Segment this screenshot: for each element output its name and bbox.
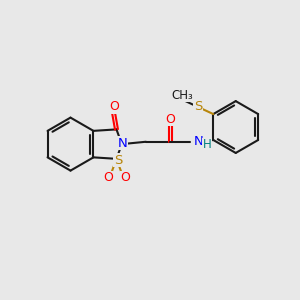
Text: H: H bbox=[202, 138, 211, 151]
Text: N: N bbox=[118, 137, 127, 150]
Text: N: N bbox=[194, 135, 203, 148]
Text: S: S bbox=[114, 154, 122, 166]
Text: O: O bbox=[103, 171, 112, 184]
Text: CH₃: CH₃ bbox=[172, 89, 193, 102]
Text: O: O bbox=[120, 171, 130, 184]
Text: S: S bbox=[194, 100, 202, 112]
Text: O: O bbox=[110, 100, 119, 113]
Text: O: O bbox=[165, 112, 175, 126]
